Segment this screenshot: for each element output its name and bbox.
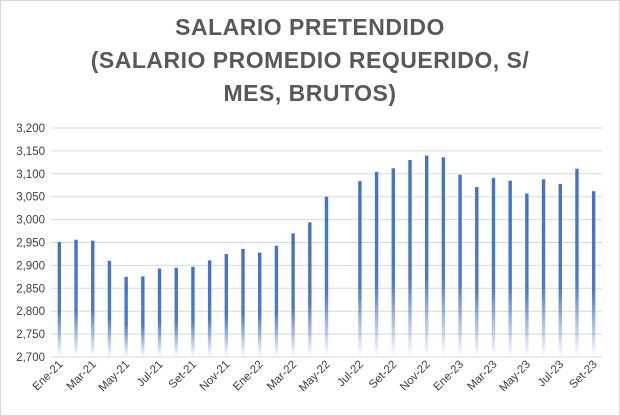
bar: [541, 179, 546, 357]
x-tick-label: Mar-22: [265, 359, 299, 393]
x-tick-label: Nov-21: [198, 359, 233, 394]
bar: [558, 183, 562, 357]
x-tick-label: Jul-21: [135, 359, 166, 390]
bar: [491, 177, 496, 357]
x-tick-label: May-21: [97, 359, 133, 395]
x-tick-label: May-23: [497, 359, 533, 395]
y-tick-label: 3,000: [16, 215, 45, 227]
bar: [391, 168, 395, 357]
y-tick-label: 3,100: [16, 169, 45, 181]
bar: [591, 191, 596, 357]
x-tick-label: May-22: [297, 359, 333, 395]
bar: [224, 253, 229, 357]
x-tick-label: Jul-23: [536, 359, 567, 390]
y-axis: 2,700 2,750 2,800 2,850 2,900 2,950 3,000 3,050…: [16, 123, 45, 364]
bar: [308, 222, 312, 357]
bar: [274, 245, 279, 357]
bar: [124, 276, 128, 357]
y-tick-label: 3,200: [16, 123, 45, 135]
bar: [441, 157, 446, 357]
bar: [191, 266, 195, 357]
bar: [408, 160, 412, 357]
x-tick-label: Set-23: [567, 359, 599, 391]
chart-title-line-3: MES, BRUTOS): [223, 80, 397, 106]
bar: [258, 252, 262, 357]
y-tick-label: 2,950: [16, 238, 45, 250]
chart-title-line-1: SALARIO PRETENDIDO: [175, 14, 445, 40]
bars: [57, 155, 596, 357]
y-tick-label: 3,050: [16, 192, 45, 204]
chart-title-line-2: (SALARIO PROMEDIO REQUERIDO, S/: [90, 47, 530, 73]
bar: [525, 193, 529, 357]
x-tick-label: Ene-22: [231, 359, 266, 394]
y-tick-label: 2,850: [16, 283, 45, 295]
y-tick-label: 3,150: [16, 146, 45, 158]
bar: [241, 248, 245, 357]
bar: [91, 240, 95, 357]
bar: [424, 155, 429, 357]
y-tick-label: 2,750: [16, 329, 45, 341]
bar: [458, 174, 462, 357]
x-tick-label: Set-21: [167, 359, 199, 391]
bar: [141, 276, 145, 357]
bar: [358, 181, 362, 357]
bar: [324, 196, 329, 357]
bar: [475, 187, 479, 357]
x-tick-label: Ene-23: [431, 359, 466, 394]
x-tick-label: Set-22: [367, 359, 399, 391]
chart-title: SALARIO PRETENDIDO (SALARIO PROMEDIO REQ…: [1, 11, 619, 110]
bar: [57, 242, 62, 357]
x-tick-label: Mar-23: [465, 359, 499, 393]
bar: [174, 267, 178, 357]
y-tick-label: 2,900: [16, 260, 45, 272]
bar: [575, 168, 579, 357]
x-tick-label: Nov-22: [398, 359, 433, 394]
x-tick-label: Jul-22: [335, 359, 366, 390]
bar: [291, 233, 295, 357]
y-tick-label: 2,800: [16, 306, 45, 318]
bar: [107, 260, 112, 357]
bar: [207, 260, 212, 357]
y-tick-label: 2,700: [16, 352, 45, 364]
bar: [508, 180, 512, 357]
bar: [374, 171, 379, 357]
x-tick-label: Mar-21: [65, 359, 99, 393]
bar: [74, 239, 78, 357]
bar: [157, 268, 162, 357]
